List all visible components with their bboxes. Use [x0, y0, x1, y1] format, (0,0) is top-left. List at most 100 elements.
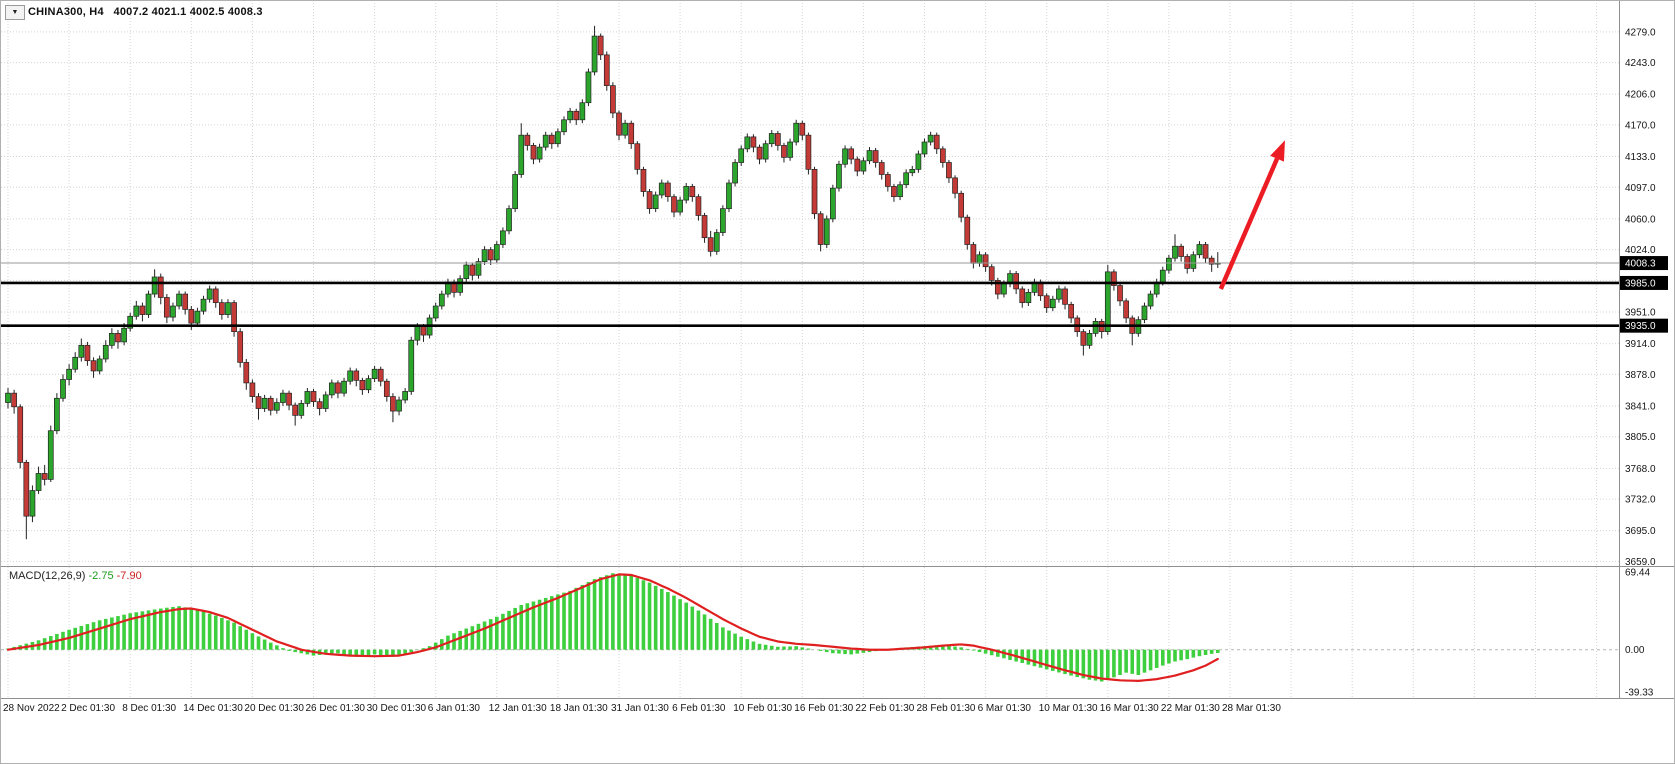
candle-up — [976, 254, 983, 264]
candle-down — [267, 397, 274, 411]
candle-down — [603, 54, 610, 86]
candle-up — [261, 397, 268, 409]
macd-signal-line — [6, 573, 1219, 683]
candle-down — [1123, 300, 1129, 319]
candle-up — [1086, 333, 1093, 346]
time-axis[interactable]: 28 Nov 2022 2 Dec 01:30 8 Dec 01:30 14 Dec … — [3, 703, 1281, 714]
price-tick-label: 3841.0 — [1625, 401, 1656, 412]
candle-down — [573, 110, 580, 121]
candle-down — [946, 162, 952, 179]
candle-up — [365, 378, 372, 391]
candle-up — [860, 160, 867, 172]
candle-up — [432, 305, 439, 319]
time-tick-label: 16 Feb 01:30 — [794, 703, 853, 714]
price-tick-label: 3768.0 — [1625, 464, 1656, 475]
candle-down — [1068, 303, 1074, 319]
candle-up — [1172, 245, 1178, 259]
candle-up — [127, 315, 134, 329]
candle-down — [212, 288, 219, 303]
candle-down — [383, 380, 390, 397]
candle-up — [823, 218, 830, 245]
candle-up — [500, 230, 506, 245]
candle-down — [335, 382, 341, 394]
price-axis[interactable]: 4279.0 4243.0 4206.0 4170.0 4133.0 4097.0 4060… — [1620, 27, 1668, 699]
price-tick-label: 4097.0 — [1625, 183, 1656, 194]
candle-down — [848, 148, 855, 160]
candle-up — [738, 148, 745, 163]
candle-up — [60, 379, 66, 399]
candle-up — [591, 35, 598, 73]
price-tick-label: 3659.0 — [1625, 557, 1656, 568]
candle-up — [78, 344, 85, 358]
candle-up — [170, 305, 176, 318]
candle-down — [115, 333, 121, 343]
candle-down — [1019, 288, 1026, 303]
candle-down — [469, 264, 476, 276]
svg-text:3985.0: 3985.0 — [1625, 278, 1656, 289]
price-tick-label: 4206.0 — [1625, 90, 1656, 101]
trend-arrow-annotation[interactable] — [1218, 140, 1285, 290]
price-tick-label: 3914.0 — [1625, 339, 1656, 350]
candle-up — [493, 244, 500, 261]
candle-up — [720, 208, 726, 233]
candle-up — [927, 134, 934, 143]
candle-up — [1190, 254, 1197, 269]
macd-tick-label: -39.33 — [1625, 688, 1654, 699]
candle-down — [420, 326, 427, 336]
price-tick-label: 4133.0 — [1625, 152, 1656, 163]
candle-up — [762, 143, 769, 160]
time-tick-label: 8 Dec 01:30 — [122, 703, 176, 714]
candle-down — [90, 360, 97, 372]
candle-up — [836, 163, 842, 189]
candle-down — [23, 461, 30, 517]
candle-down — [316, 401, 323, 409]
candle-up — [102, 344, 109, 360]
one-click-trading-toggle[interactable]: ▼ — [5, 5, 25, 20]
time-tick-label: 28 Mar 01:30 — [1222, 703, 1281, 714]
candle-down — [219, 302, 225, 315]
price-tick-label: 4024.0 — [1625, 245, 1656, 256]
current-price-badge: 4008.3 — [1620, 256, 1668, 271]
candle-up — [396, 399, 402, 412]
candle-down — [1178, 245, 1184, 257]
price-tick-label: 4060.0 — [1625, 214, 1656, 225]
candle-up — [1049, 298, 1056, 309]
price-tick-label: 3695.0 — [1625, 526, 1656, 537]
svg-text:4008.3: 4008.3 — [1625, 259, 1656, 270]
candle-down — [933, 134, 940, 150]
candle-up — [506, 208, 512, 232]
candle-down — [231, 302, 237, 332]
candle-down — [17, 406, 24, 463]
candle-down — [610, 85, 616, 114]
price-tick-label: 3732.0 — [1625, 495, 1656, 506]
candle-down — [255, 396, 262, 409]
candle-down — [854, 158, 861, 172]
time-tick-label: 28 Feb 01:30 — [917, 703, 976, 714]
candle-up — [1141, 305, 1148, 321]
candle-up — [829, 187, 836, 220]
candle-down — [634, 143, 641, 170]
level-price-badge: 3935.0 — [1620, 318, 1668, 333]
symbol-ohlc-label: CHINA300, H4 4007.2 4021.1 4002.5 4008.3 — [28, 6, 263, 18]
candle-down — [41, 473, 48, 480]
candle-up — [842, 148, 848, 165]
candle-down — [952, 177, 958, 194]
candle-down — [805, 134, 812, 170]
candle-up — [151, 276, 158, 295]
candle-up — [677, 199, 683, 213]
candle-up — [921, 141, 928, 155]
candle-down — [1111, 271, 1117, 286]
candle-down — [188, 309, 195, 324]
candle-up — [109, 333, 115, 346]
candle-down — [359, 379, 366, 391]
candle-up — [1166, 257, 1172, 271]
candle-up — [866, 150, 873, 162]
candle-down — [646, 191, 653, 209]
candle-up — [280, 392, 286, 403]
candle-down — [157, 276, 164, 298]
candle-down — [1202, 244, 1209, 259]
candle-down — [292, 404, 299, 416]
candle-up — [273, 402, 280, 411]
